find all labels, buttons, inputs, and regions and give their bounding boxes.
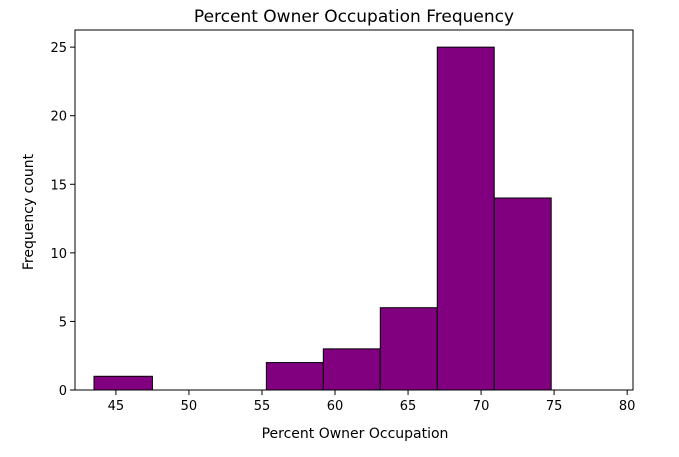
- x-axis-ticks: 45 50 55 60 65 70 75 80: [108, 390, 636, 414]
- histogram-bar: [93, 375, 153, 391]
- x-tick-label: 60: [327, 399, 344, 414]
- y-tick-label: 0: [59, 384, 67, 399]
- x-tick-label: 75: [546, 399, 563, 414]
- y-tick-label: 5: [59, 315, 67, 330]
- bars-group: [93, 46, 552, 391]
- x-tick-label: 80: [619, 399, 636, 414]
- x-tick-label: 55: [254, 399, 271, 414]
- histogram-bar: [379, 307, 438, 391]
- histogram-bar: [493, 197, 552, 391]
- histogram-bar: [322, 348, 381, 391]
- x-axis-label: Percent Owner Occupation: [262, 426, 449, 442]
- x-tick-label: 45: [108, 399, 125, 414]
- chart-title: Percent Owner Occupation Frequency: [194, 7, 514, 27]
- y-tick-label: 10: [50, 247, 67, 262]
- y-tick-label: 15: [50, 178, 67, 193]
- x-tick-label: 65: [400, 399, 417, 414]
- y-axis-label: Frequency count: [21, 153, 37, 270]
- histogram-bar: [436, 46, 495, 391]
- plot-frame: [74, 29, 634, 391]
- x-tick-label: 70: [473, 399, 490, 414]
- histogram-bar: [265, 362, 324, 391]
- y-axis-ticks: 0 5 10 15 20 25: [50, 41, 75, 399]
- y-tick-label: 25: [50, 41, 67, 56]
- y-tick-label: 20: [50, 110, 67, 125]
- x-tick-label: 50: [181, 399, 198, 414]
